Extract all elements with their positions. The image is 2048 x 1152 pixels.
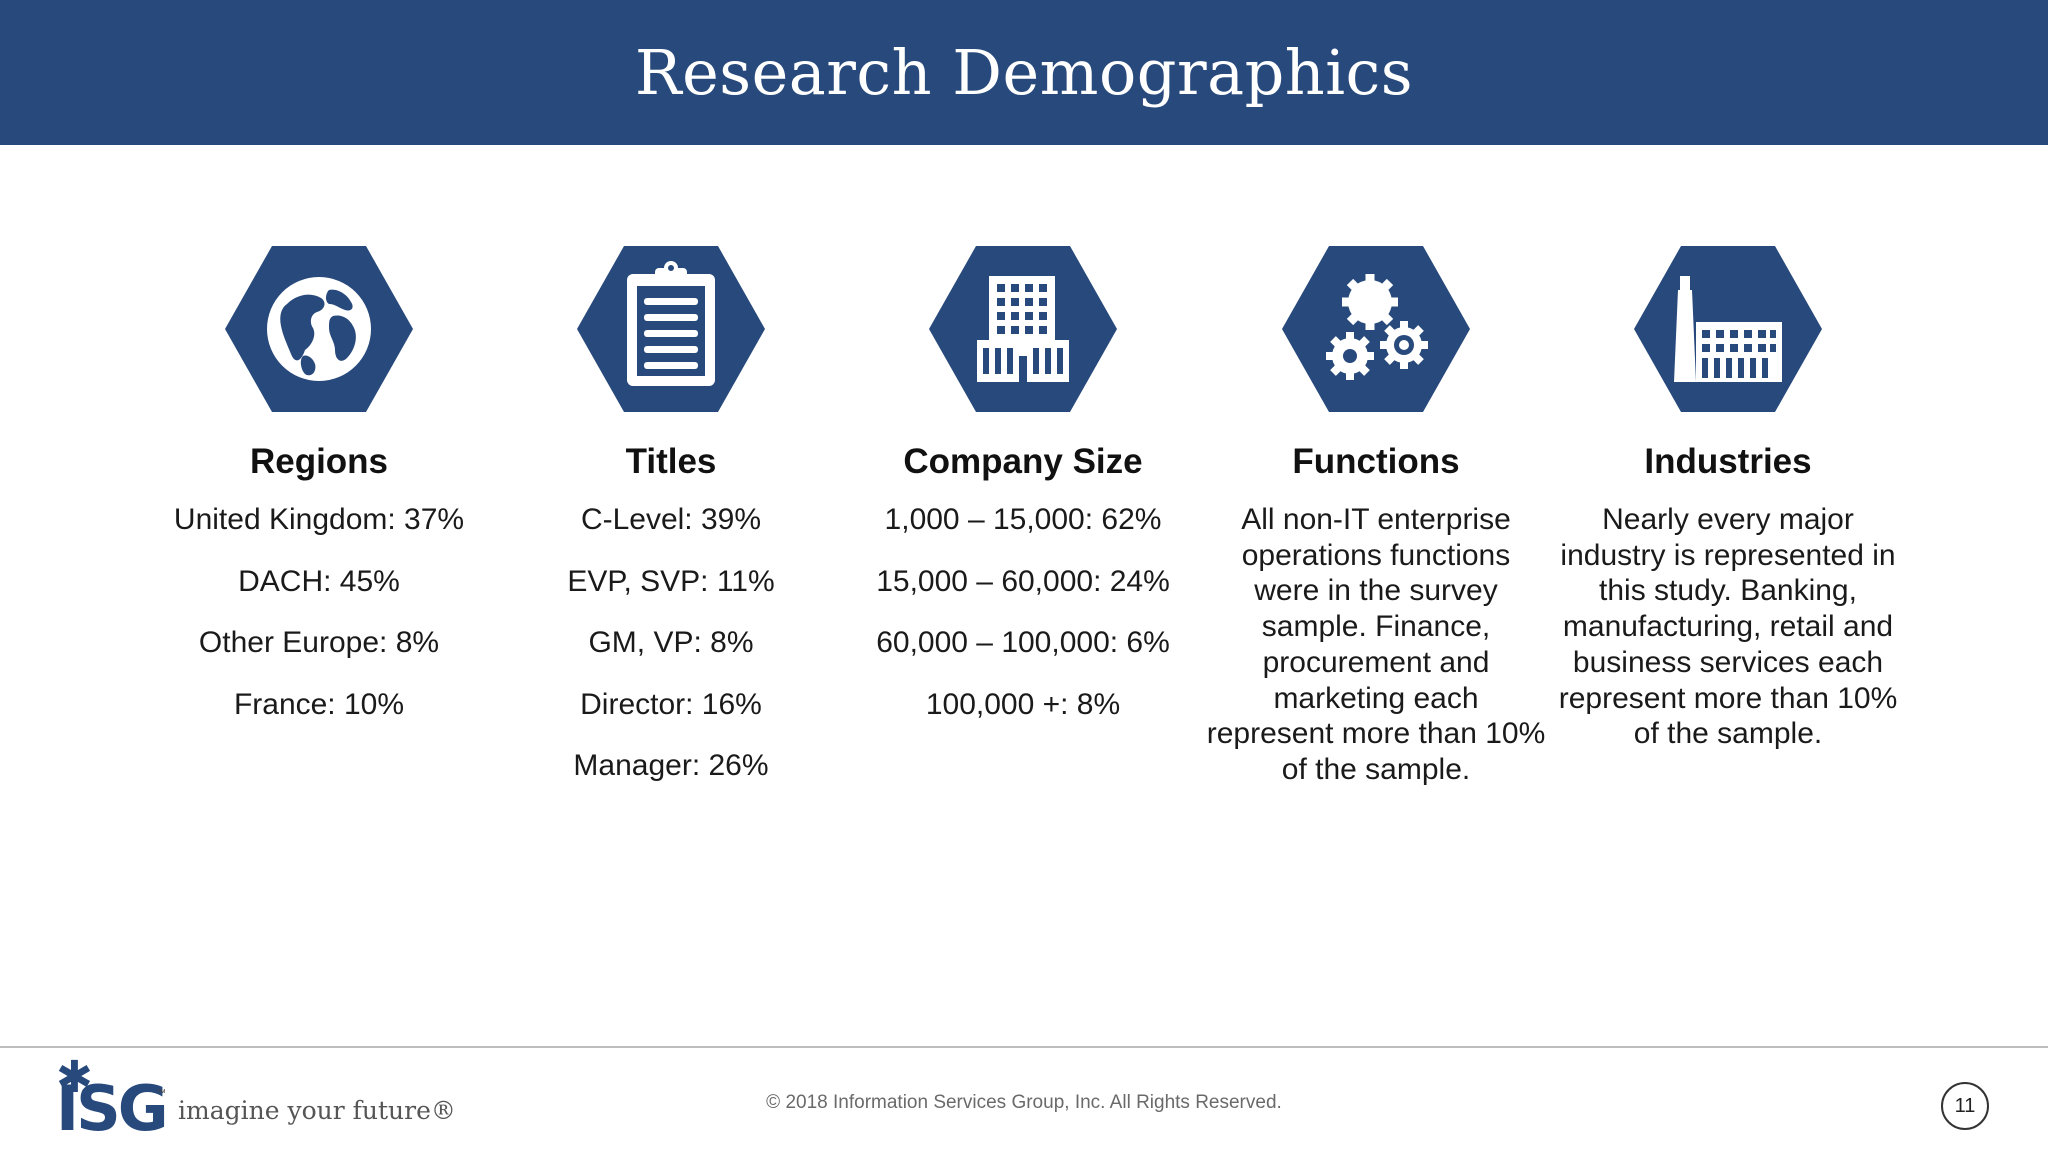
list-item: Manager: 26% xyxy=(573,749,769,782)
company-size-list: 1,000 – 15,000: 62% 15,000 – 60,000: 24%… xyxy=(876,502,1170,748)
company-size-column: Company Size 1,000 – 15,000: 62% 15,000 … xyxy=(853,246,1193,748)
column-title: Functions xyxy=(1292,442,1460,481)
globe-icon xyxy=(225,246,413,412)
list-item: DACH: 45% xyxy=(238,564,400,598)
industries-description: Nearly every major industry is represent… xyxy=(1558,503,1898,751)
page-number-badge: 11 xyxy=(1941,1082,1989,1130)
building-icon xyxy=(929,246,1117,412)
regions-list: United Kingdom: 37% DACH: 45% Other Euro… xyxy=(174,502,464,748)
demographics-columns: Regions United Kingdom: 37% DACH: 45% Ot… xyxy=(149,246,1898,810)
list-item: 15,000 – 60,000: 24% xyxy=(876,564,1170,598)
functions-column: Functions All non-IT enterprise operatio… xyxy=(1206,246,1546,788)
trademark-mark: ™ xyxy=(156,1088,166,1099)
industries-column: Industries Nearly every major industry i… xyxy=(1558,246,1898,752)
isg-logo: ✱ ISG ™ imagine your future® xyxy=(56,1053,456,1144)
functions-description: All non-IT enterprise operations functio… xyxy=(1206,503,1546,786)
clipboard-icon xyxy=(577,246,765,412)
asterisk-icon: ✱ xyxy=(56,1053,93,1102)
list-item: Director: 16% xyxy=(580,687,762,721)
column-title: Titles xyxy=(625,442,717,481)
factory-icon xyxy=(1634,246,1822,412)
page-number: 11 xyxy=(1954,1094,1976,1117)
list-item: France: 10% xyxy=(233,687,405,721)
list-item: GM, VP: 8% xyxy=(588,626,754,659)
footer-divider xyxy=(0,1046,2048,1048)
copyright-notice: © 2018 Information Services Group, Inc. … xyxy=(766,1092,1282,1113)
list-item: Other Europe: 8% xyxy=(198,626,440,659)
list-item: EVP, SVP: 11% xyxy=(567,564,775,598)
list-item: United Kingdom: 37% xyxy=(173,503,465,536)
logo-tagline: imagine your future® xyxy=(178,1096,456,1125)
column-title: Regions xyxy=(249,442,389,481)
regions-column: Regions United Kingdom: 37% DACH: 45% Ot… xyxy=(149,246,489,748)
title-bar: Research Demographics xyxy=(0,0,2048,145)
list-item: C-Level: 39% xyxy=(580,503,762,536)
page-title: Research Demographics xyxy=(634,36,1414,109)
titles-list: C-Level: 39% EVP, SVP: 11% GM, VP: 8% Di… xyxy=(567,502,774,810)
list-item: 60,000 – 100,000: 6% xyxy=(876,626,1170,659)
titles-column: Titles C-Level: 39% EVP, SVP: 11% GM, VP… xyxy=(501,246,841,810)
list-item: 100,000 +: 8% xyxy=(925,687,1121,721)
list-item: 1,000 – 15,000: 62% xyxy=(884,503,1162,536)
column-title: Company Size xyxy=(903,442,1143,481)
gears-icon xyxy=(1282,246,1470,412)
logo-wordmark: ISG xyxy=(56,1072,169,1145)
column-title: Industries xyxy=(1644,442,1812,481)
